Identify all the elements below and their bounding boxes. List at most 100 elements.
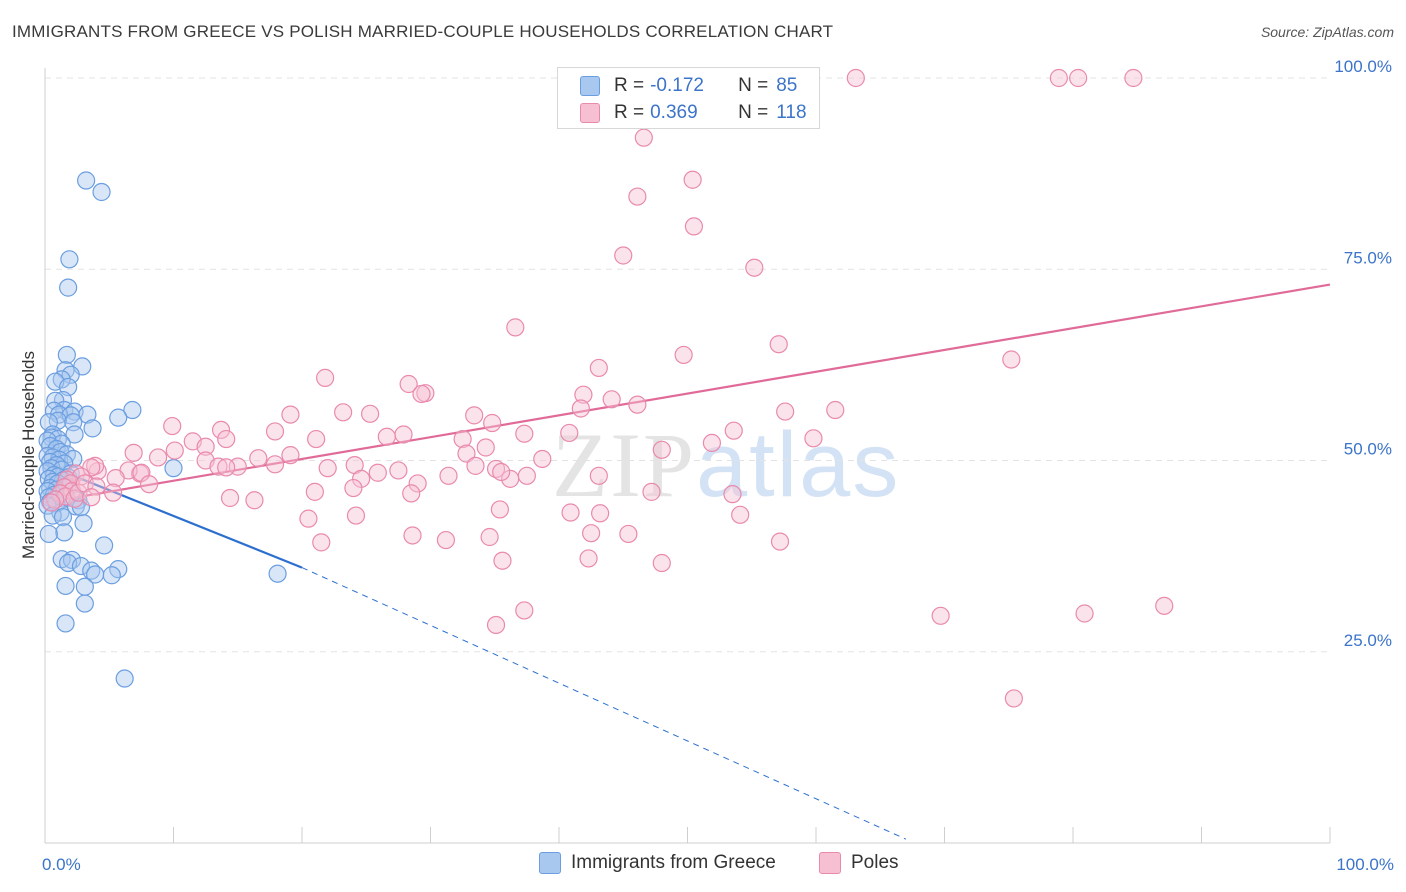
data-point: [702, 433, 722, 453]
data-point: [591, 504, 610, 523]
data-point: [826, 400, 845, 420]
data-point: [515, 601, 534, 620]
legend-swatch-greece: [539, 852, 561, 874]
series-legend: Immigrants from Greece Poles: [0, 852, 1406, 878]
data-point: [249, 449, 268, 468]
data-point: [164, 459, 183, 478]
tick-labels: 25.0% 50.0% 75.0% 100.0% 0.0% 100.0%: [42, 57, 1394, 874]
data-point: [56, 576, 75, 596]
data-point: [123, 400, 142, 420]
data-point: [723, 485, 742, 504]
data-point: [139, 475, 159, 494]
data-point: [642, 482, 661, 501]
data-point: [517, 466, 536, 485]
data-point: [466, 456, 485, 475]
data-point: [53, 508, 73, 527]
data-point: [1069, 68, 1088, 88]
data-point: [476, 438, 495, 457]
data-point: [148, 448, 168, 467]
data-point: [634, 128, 653, 147]
data-point: [493, 551, 512, 570]
data-point: [48, 411, 67, 430]
data-point: [281, 405, 300, 424]
chart-title: IMMIGRANTS FROM GREECE VS POLISH MARRIED…: [12, 22, 834, 41]
trend-lines: [44, 283, 1331, 840]
data-point: [492, 462, 511, 482]
data-point: [1155, 596, 1174, 615]
data-point: [515, 424, 534, 443]
data-point: [490, 500, 509, 519]
data-point: [412, 384, 431, 404]
data-point: [64, 449, 83, 469]
watermark: ZIPatlas: [552, 412, 900, 518]
data-point: [486, 459, 506, 479]
source-credit: Source: ZipAtlas.com: [1260, 24, 1394, 40]
data-point: [436, 530, 456, 550]
n-label: N =: [738, 75, 769, 96]
data-point: [389, 461, 408, 480]
data-point: [652, 440, 671, 459]
data-point: [75, 594, 94, 613]
data-point: [574, 385, 593, 404]
r-value: 0.369: [650, 102, 698, 123]
data-point: [65, 425, 84, 444]
grid-lines: [45, 77, 1330, 653]
y-tick-label: 25.0%: [1344, 631, 1392, 650]
data-point: [652, 553, 671, 573]
legend-item-poles[interactable]: Poles: [819, 852, 899, 874]
data-point: [724, 421, 743, 440]
data-point: [265, 422, 285, 441]
data-point: [776, 402, 795, 421]
data-point: [628, 187, 647, 206]
data-point: [82, 488, 101, 507]
n-value: 118: [776, 102, 807, 123]
data-point: [589, 466, 608, 485]
data-point: [399, 374, 418, 394]
r-value: -0.172: [650, 75, 704, 96]
data-point: [377, 427, 396, 446]
data-point: [211, 420, 231, 439]
data-point: [408, 474, 427, 493]
data-point: [402, 484, 421, 503]
data-point: [56, 614, 75, 633]
data-point: [95, 536, 114, 555]
stats-legend: R = -0.172 N = 85 R = 0.369 N = 118: [557, 67, 820, 129]
data-point: [196, 437, 215, 456]
data-point: [42, 493, 61, 512]
data-point: [60, 250, 79, 269]
data-point: [457, 444, 476, 463]
n-value: 85: [776, 75, 798, 96]
x-tick-label: 100.0%: [1336, 855, 1394, 874]
data-point: [299, 509, 318, 528]
data-point: [268, 564, 287, 583]
data-point: [1124, 68, 1143, 88]
data-point: [307, 429, 326, 449]
y-tick-label: 75.0%: [1344, 248, 1392, 267]
data-point: [316, 368, 335, 387]
series-greece: [38, 171, 287, 688]
y-tick-label: 100.0%: [1334, 57, 1392, 76]
legend-item-greece[interactable]: Immigrants from Greece: [539, 852, 776, 874]
data-point: [55, 523, 74, 542]
stats-row-poles: R = 0.369 N = 118: [580, 100, 807, 126]
data-point: [1075, 604, 1094, 623]
data-point: [589, 358, 608, 378]
data-point: [245, 491, 264, 510]
legend-label-poles: Poles: [851, 852, 899, 873]
data-point: [87, 477, 106, 496]
data-point: [770, 532, 790, 551]
data-point: [124, 443, 143, 462]
data-point: [102, 566, 121, 585]
data-point: [453, 429, 472, 449]
data-point: [82, 458, 101, 477]
data-point: [683, 170, 702, 189]
r-label: R =: [614, 75, 645, 96]
data-point: [731, 505, 750, 524]
data-point: [165, 441, 184, 460]
watermark-atlas: atlas: [696, 414, 901, 516]
data-point: [769, 335, 788, 354]
data-point: [674, 345, 693, 365]
data-point: [931, 606, 950, 625]
data-point: [561, 503, 580, 522]
